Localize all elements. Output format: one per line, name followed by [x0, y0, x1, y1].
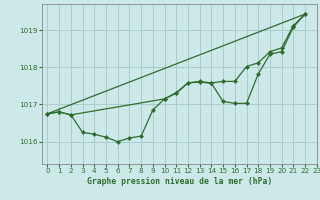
X-axis label: Graphe pression niveau de la mer (hPa): Graphe pression niveau de la mer (hPa)	[87, 177, 272, 186]
